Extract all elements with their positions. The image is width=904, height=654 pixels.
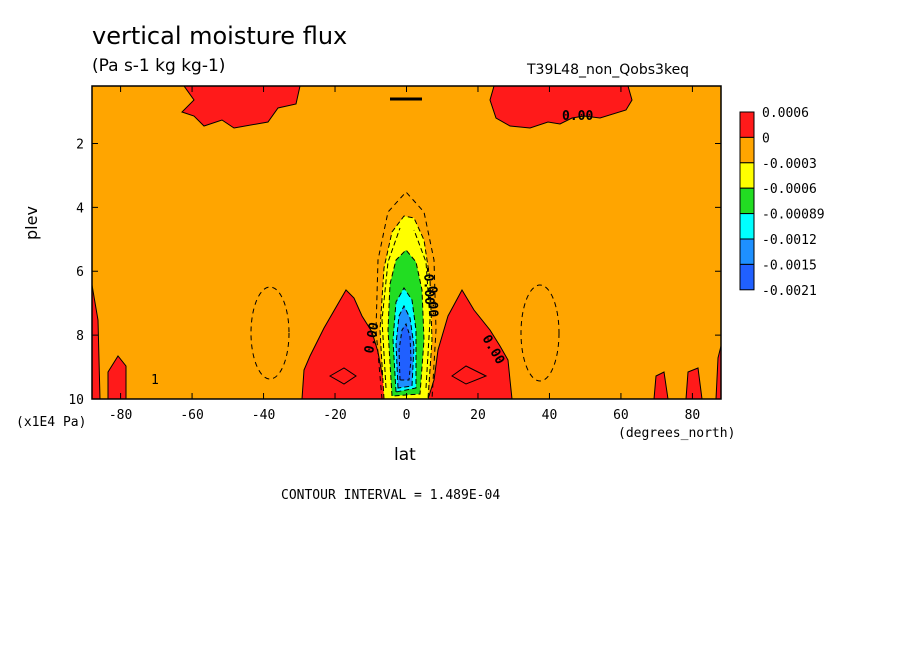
colorbar-label: -0.0015 <box>762 258 817 273</box>
negative-outer-dashed <box>375 191 437 399</box>
colorbar-label: -0.00089 <box>762 208 825 223</box>
inner-contour-right <box>451 365 488 385</box>
x-tick-label: -40 <box>252 408 275 423</box>
contour-label-center-a: -0.00 <box>420 266 436 306</box>
positive-region-right-small-a <box>653 371 669 399</box>
y-tick-label: 4 <box>76 201 84 216</box>
positive-region-left-small <box>107 355 127 399</box>
colorbar-swatch <box>739 238 755 265</box>
positive-region-mid-right <box>427 288 513 399</box>
dashed-contour-right <box>520 284 560 382</box>
y-tick-label: 8 <box>76 329 84 344</box>
x-tick-label: -20 <box>323 408 346 423</box>
colorbar-label: 0.0006 <box>762 106 809 121</box>
contour-field <box>92 86 721 399</box>
positive-region-top-right <box>489 86 633 129</box>
y-tick-label: 2 <box>76 137 84 152</box>
dashed-inner-contour-b <box>413 229 431 389</box>
x-tick-label: -80 <box>109 408 132 423</box>
x-tick-label: 40 <box>542 408 558 423</box>
x-axis-units: (degrees_north) <box>618 426 736 441</box>
colorbar-swatch <box>739 136 755 164</box>
x-axis-label: lat <box>394 445 416 465</box>
y-tick-label: 6 <box>76 265 84 280</box>
colorbar-label: -0.0006 <box>762 182 817 197</box>
y-axis-ticks: 2 4 6 8 10 <box>68 137 721 408</box>
colorbar-label: -0.0021 <box>762 284 817 299</box>
positive-region-left-edge <box>92 284 101 399</box>
colorbar-label: -0.0003 <box>762 157 817 172</box>
colorbar-swatch <box>739 213 755 240</box>
positive-region-top-left <box>181 86 301 129</box>
run-id-label: T39L48_non_Qobs3keq <box>527 62 690 78</box>
x-tick-label: 60 <box>613 408 629 423</box>
chart-units: (Pa s-1 kg kg-1) <box>92 56 226 76</box>
y-axis-units: (x1E4 Pa) <box>16 415 87 430</box>
colorbar-label: 0 <box>762 131 770 146</box>
colorbar-swatch <box>739 187 755 215</box>
colorbar-swatch <box>739 111 755 138</box>
x-tick-label: 20 <box>470 408 486 423</box>
contour-label-small: 1 <box>151 373 159 388</box>
contour-label-center-b: 0.00 <box>424 286 440 318</box>
contour-label-top-right: 0.00 <box>562 109 593 124</box>
colorbar-swatch <box>739 162 755 189</box>
x-axis-ticks: -80 -60 -40 -20 0 20 40 60 80 <box>109 86 700 423</box>
inner-contour-left <box>328 367 357 385</box>
positive-region-right-small-b <box>685 367 703 399</box>
colorbar-label: -0.0012 <box>762 233 817 248</box>
dashed-inner-contour-a <box>381 227 401 389</box>
colorbar-swatch <box>739 263 755 291</box>
y-tick-label: 10 <box>68 393 84 408</box>
x-tick-label: 0 <box>403 408 411 423</box>
contour-interval-note: CONTOUR INTERVAL = 1.489E-04 <box>281 488 501 503</box>
positive-region-right-edge <box>715 345 721 399</box>
contour-label-mid-left: 0.00 <box>362 321 382 355</box>
dashed-contour-left <box>250 286 290 380</box>
chart-title: vertical moisture flux <box>92 22 348 50</box>
colorbar: 0.0006 0 -0.0003 -0.0006 -0.00089 -0.0012 -0.0… <box>739 106 825 299</box>
x-tick-label: 80 <box>685 408 701 423</box>
negative-region-core <box>398 322 412 381</box>
x-tick-label: -60 <box>180 408 203 423</box>
